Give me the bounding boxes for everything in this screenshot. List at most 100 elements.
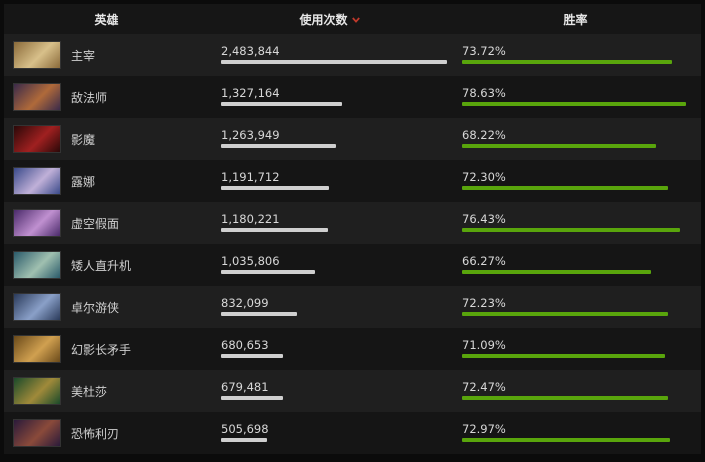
winrate-value: 72.30% — [462, 170, 506, 184]
hero-portrait[interactable] — [13, 209, 61, 237]
hero-name[interactable]: 卓尔游侠 — [71, 300, 120, 315]
hero-name[interactable]: 影魔 — [71, 132, 96, 147]
table-row[interactable]: 卓尔游侠 832,099 72.23% — [4, 286, 701, 328]
uses-bar — [221, 438, 267, 442]
winrate-value: 66.27% — [462, 254, 506, 268]
hero-cell[interactable]: 矮人直升机 — [4, 251, 209, 279]
table-row[interactable]: 敌法师 1,327,164 78.63% — [4, 76, 701, 118]
uses-cell: 1,180,221 — [209, 202, 450, 244]
uses-cell: 1,263,949 — [209, 118, 450, 160]
uses-bar — [221, 228, 328, 232]
uses-value: 679,481 — [221, 380, 269, 394]
hero-portrait[interactable] — [13, 335, 61, 363]
winrate-value: 78.63% — [462, 86, 506, 100]
hero-portrait[interactable] — [13, 251, 61, 279]
sort-descending-icon[interactable] — [351, 16, 360, 24]
header-winrate[interactable]: 胜率 — [563, 12, 588, 27]
winrate-cell: 73.72% — [450, 34, 701, 76]
winrate-cell: 68.22% — [450, 118, 701, 160]
uses-bar — [221, 102, 342, 106]
uses-bar — [221, 270, 315, 274]
hero-portrait[interactable] — [13, 419, 61, 447]
header-uses-label[interactable]: 使用次数 — [299, 12, 348, 27]
hero-cell[interactable]: 影魔 — [4, 125, 209, 153]
winrate-cell: 72.30% — [450, 160, 701, 202]
uses-value: 680,653 — [221, 338, 269, 352]
winrate-value: 76.43% — [462, 212, 506, 226]
hero-portrait[interactable] — [13, 125, 61, 153]
winrate-cell: 72.97% — [450, 412, 701, 454]
header-hero[interactable]: 英雄 — [94, 12, 119, 27]
winrate-bar — [462, 354, 665, 358]
winrate-cell: 78.63% — [450, 76, 701, 118]
winrate-value: 72.97% — [462, 422, 506, 436]
winrate-cell: 72.47% — [450, 370, 701, 412]
hero-portrait[interactable] — [13, 293, 61, 321]
hero-name[interactable]: 美杜莎 — [71, 384, 108, 399]
table-row[interactable]: 恐怖利刃 505,698 72.97% — [4, 412, 701, 454]
table-body: 主宰 2,483,844 73.72% 敌法师 1,327,164 78.63% 影魔 1,2… — [4, 34, 701, 454]
table-row[interactable]: 露娜 1,191,712 72.30% — [4, 160, 701, 202]
hero-cell[interactable]: 主宰 — [4, 41, 209, 69]
hero-portrait[interactable] — [13, 41, 61, 69]
winrate-cell: 76.43% — [450, 202, 701, 244]
hero-cell[interactable]: 幻影长矛手 — [4, 335, 209, 363]
winrate-cell: 72.23% — [450, 286, 701, 328]
winrate-value: 73.72% — [462, 44, 506, 58]
hero-cell[interactable]: 卓尔游侠 — [4, 293, 209, 321]
uses-cell: 832,099 — [209, 286, 450, 328]
hero-name[interactable]: 露娜 — [71, 174, 96, 189]
winrate-bar — [462, 228, 680, 232]
table-row[interactable]: 影魔 1,263,949 68.22% — [4, 118, 701, 160]
uses-bar — [221, 312, 297, 316]
uses-cell: 505,698 — [209, 412, 450, 454]
hero-name[interactable]: 幻影长矛手 — [71, 342, 132, 357]
uses-cell: 2,483,844 — [209, 34, 450, 76]
winrate-bar — [462, 438, 670, 442]
hero-portrait[interactable] — [13, 167, 61, 195]
hero-cell[interactable]: 敌法师 — [4, 83, 209, 111]
winrate-bar — [462, 312, 668, 316]
hero-name[interactable]: 虚空假面 — [71, 216, 120, 231]
winrate-value: 68.22% — [462, 128, 506, 142]
hero-name[interactable]: 主宰 — [71, 48, 96, 63]
winrate-value: 72.23% — [462, 296, 506, 310]
uses-bar — [221, 186, 329, 190]
hero-cell[interactable]: 恐怖利刃 — [4, 419, 209, 447]
uses-cell: 680,653 — [209, 328, 450, 370]
header-uses[interactable]: 使用次数 — [209, 11, 450, 28]
hero-cell[interactable]: 露娜 — [4, 167, 209, 195]
table-row[interactable]: 美杜莎 679,481 72.47% — [4, 370, 701, 412]
table-row[interactable]: 幻影长矛手 680,653 71.09% — [4, 328, 701, 370]
uses-bar — [221, 144, 336, 148]
winrate-cell: 71.09% — [450, 328, 701, 370]
hero-name[interactable]: 敌法师 — [71, 90, 108, 105]
table-row[interactable]: 虚空假面 1,180,221 76.43% — [4, 202, 701, 244]
table-row[interactable]: 主宰 2,483,844 73.72% — [4, 34, 701, 76]
uses-value: 1,263,949 — [221, 128, 280, 142]
uses-value: 1,035,806 — [221, 254, 280, 268]
uses-value: 2,483,844 — [221, 44, 280, 58]
table-header: 英雄 使用次数 胜率 — [4, 4, 701, 34]
uses-cell: 1,327,164 — [209, 76, 450, 118]
winrate-bar — [462, 186, 668, 190]
hero-portrait[interactable] — [13, 377, 61, 405]
uses-value: 1,191,712 — [221, 170, 280, 184]
uses-value: 1,180,221 — [221, 212, 280, 226]
table-row[interactable]: 矮人直升机 1,035,806 66.27% — [4, 244, 701, 286]
uses-bar — [221, 354, 283, 358]
uses-cell: 1,191,712 — [209, 160, 450, 202]
winrate-cell: 66.27% — [450, 244, 701, 286]
uses-cell: 1,035,806 — [209, 244, 450, 286]
uses-bar — [221, 396, 283, 400]
hero-cell[interactable]: 虚空假面 — [4, 209, 209, 237]
uses-value: 505,698 — [221, 422, 269, 436]
hero-portrait[interactable] — [13, 83, 61, 111]
hero-stats-table: 英雄 使用次数 胜率 主宰 2,483,844 73.72% 敌法师 1,327,164… — [4, 4, 701, 454]
hero-cell[interactable]: 美杜莎 — [4, 377, 209, 405]
winrate-bar — [462, 144, 656, 148]
winrate-bar — [462, 270, 651, 274]
uses-cell: 679,481 — [209, 370, 450, 412]
hero-name[interactable]: 矮人直升机 — [71, 258, 132, 273]
hero-name[interactable]: 恐怖利刃 — [71, 426, 120, 441]
